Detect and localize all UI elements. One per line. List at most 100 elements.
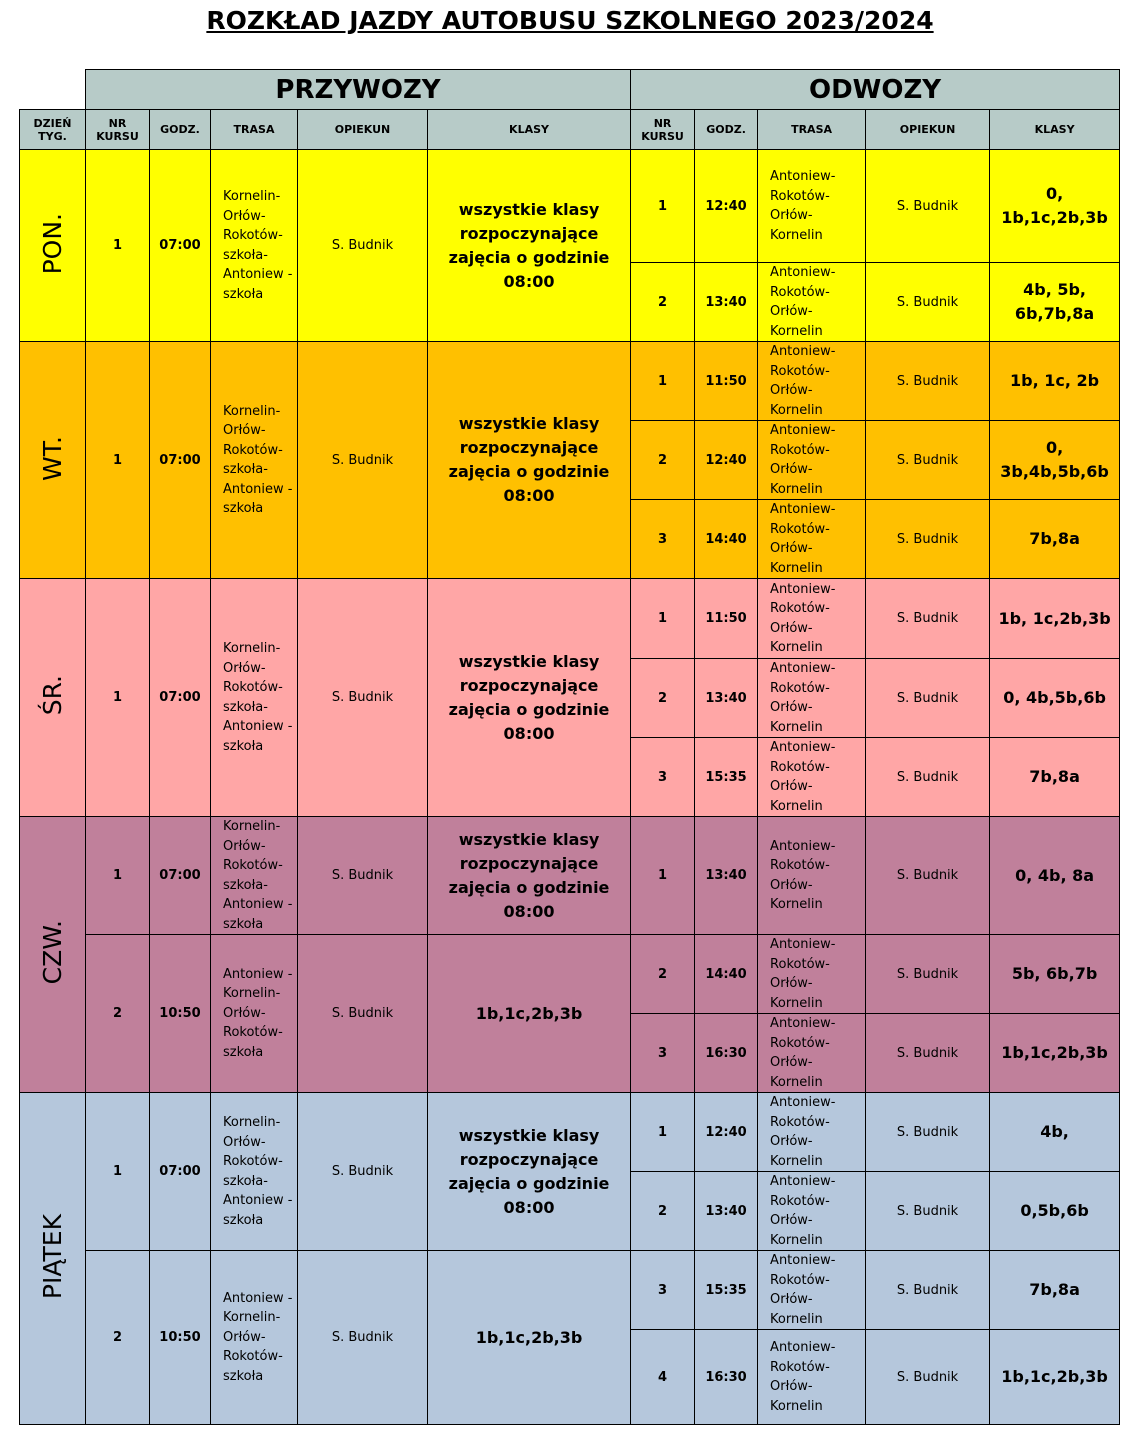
guardian: S. Budnik: [865, 149, 991, 263]
guardian: S. Budnik: [865, 578, 991, 659]
route: Antoniew-Rokotów-Orłów-Kornelin: [757, 658, 867, 738]
schedule-row: CZW. 1 07:00 Kornelin-Orłów-Rokotów-szkoła-…: [19, 816, 1121, 1093]
course-number: 2: [630, 658, 696, 738]
schedule-row: WT. 1 07:00 Kornelin-Orłów-Rokotów-szkoła-A…: [19, 341, 1121, 579]
classes: wszystkie klasy rozpoczynające zajęcia o…: [426, 816, 632, 935]
column-header: NR KURSU: [630, 109, 696, 150]
route: Antoniew-Rokotów-Orłów-Kornelin: [757, 578, 867, 659]
guardian: S. Budnik: [865, 816, 991, 935]
schedule-row: 2 10:50 Antoniew -Kornelin-Orłów-Rokotów-s…: [20, 934, 1121, 1093]
course-number: 1: [85, 341, 150, 579]
route: Kornelin-Orłów-Rokotów-szkoła-Antoniew -…: [210, 816, 298, 935]
classes: wszystkie klasy rozpoczynające zajęcia o…: [426, 578, 632, 817]
classes: 0, 3b,4b,5b,6b: [989, 420, 1121, 500]
classes: 0, 1b,1c,2b,3b: [989, 149, 1121, 263]
guardian: S. Budnik: [865, 934, 991, 1014]
guardian: S. Budnik: [865, 1013, 991, 1093]
route: Antoniew-Rokotów-Orłów-Kornelin: [757, 1329, 867, 1425]
group-row: PRZYWOZY ODWOZY: [20, 69, 1121, 110]
schedule-row: 2 13:40 Antoniew-Rokotów-Orłów-Kornelin S. …: [20, 1171, 1121, 1251]
classes: 1b, 1c,2b,3b: [989, 578, 1121, 659]
guardian: S. Budnik: [865, 1171, 991, 1251]
column-header: GODZ.: [149, 109, 211, 150]
classes: 1b,1c,2b,3b: [989, 1013, 1121, 1093]
time: 07:00: [149, 578, 211, 817]
column-header: NR KURSU: [85, 109, 150, 150]
time: 12:40: [694, 149, 759, 263]
guardian: S. Budnik: [297, 1250, 428, 1425]
course-number: 2: [85, 934, 150, 1093]
empty-cell: [20, 70, 86, 110]
time: 13:40: [694, 658, 759, 738]
day-name: WT.: [38, 435, 67, 481]
schedule-row: 3 14:40 Antoniew-Rokotów-Orłów-Kornelin S. …: [20, 499, 1121, 579]
route: Antoniew-Rokotów-Orłów-Kornelin: [757, 737, 867, 817]
route: Antoniew-Rokotów-Orłów-Kornelin: [757, 262, 867, 342]
route: Antoniew -Kornelin-Orłów-Rokotów-szkoła: [210, 934, 298, 1093]
schedule-table: PRZYWOZY ODWOZY DZIEŃ TYG. NR KURSU GODZ. TRA…: [19, 69, 1121, 1425]
schedule-row: ŚR. 1 07:00 Kornelin-Orłów-Rokotów-szkoła-A…: [19, 578, 1121, 817]
time: 13:40: [694, 1171, 759, 1251]
guardian: S. Budnik: [297, 1092, 428, 1251]
day-cell: WT.: [19, 341, 86, 579]
column-header: KLASY: [426, 109, 632, 150]
day-name: PIĄTEK: [38, 1213, 67, 1300]
route: Antoniew-Rokotów-Orłów-Kornelin: [757, 1171, 867, 1251]
guardian: S. Budnik: [865, 420, 991, 500]
time: 15:35: [694, 1250, 759, 1330]
time: 11:50: [694, 578, 759, 659]
header-row: DZIEŃ TYG. NR KURSU GODZ. TRASA OPIEKUN KLASY…: [19, 109, 1121, 150]
day-name: ŚR.: [38, 675, 67, 716]
classes: 5b, 6b,7b: [989, 934, 1121, 1014]
route: Kornelin-Orłów-Rokotów-szkoła-Antoniew -…: [210, 578, 298, 817]
time: 07:00: [149, 816, 211, 935]
guardian: S. Budnik: [865, 737, 991, 817]
course-number: 1: [630, 578, 696, 659]
course-number: 1: [85, 816, 150, 935]
schedule-row: 2 12:40 Antoniew-Rokotów-Orłów-Kornelin S. …: [20, 420, 1121, 500]
guardian: S. Budnik: [297, 341, 428, 579]
route: Antoniew-Rokotów-Orłów-Kornelin: [757, 499, 867, 579]
time: 07:00: [149, 341, 211, 579]
time: 14:40: [694, 934, 759, 1014]
schedule-row: 4 16:30 Antoniew-Rokotów-Orłów-Kornelin S. …: [20, 1329, 1121, 1425]
classes: 7b,8a: [989, 499, 1121, 579]
day-name: CZW.: [38, 920, 67, 985]
schedule-row: PON. 1 07:00 Kornelin-Orłów-Rokotów-szkoła-…: [19, 149, 1121, 342]
time: 11:50: [694, 341, 759, 421]
guardian: S. Budnik: [865, 341, 991, 421]
time: 13:40: [694, 262, 759, 342]
schedule-row: 3 16:30 Antoniew-Rokotów-Orłów-Kornelin S. …: [20, 1013, 1121, 1093]
schedule-row: 2 13:40 Antoniew-Rokotów-Orłów-Kornelin S. …: [20, 658, 1121, 738]
course-number: 1: [630, 816, 696, 935]
schedule-row: 3 15:35 Antoniew-Rokotów-Orłów-Kornelin S. …: [20, 737, 1121, 817]
classes: 7b,8a: [989, 737, 1121, 817]
course-number: 1: [630, 149, 696, 263]
guardian: S. Budnik: [865, 1250, 991, 1330]
course-number: 2: [630, 1171, 696, 1251]
time: 07:00: [149, 1092, 211, 1251]
classes: 1b,1c,2b,3b: [426, 1250, 632, 1425]
classes: 0, 4b, 8a: [989, 816, 1121, 935]
day-cell: ŚR.: [19, 578, 86, 817]
schedule-row: 2 13:40 Antoniew-Rokotów-Orłów-Kornelin S. …: [20, 262, 1121, 342]
classes: 1b,1c,2b,3b: [426, 934, 632, 1093]
column-header: GODZ.: [694, 109, 759, 150]
classes: 4b, 5b, 6b,7b,8a: [989, 262, 1121, 342]
day-cell: PON.: [19, 149, 86, 342]
route: Kornelin-Orłów-Rokotów-szkoła-Antoniew -…: [210, 149, 298, 342]
route: Antoniew-Rokotów-Orłów-Kornelin: [757, 816, 867, 935]
course-number: 3: [630, 1013, 696, 1093]
route: Antoniew-Rokotów-Orłów-Kornelin: [757, 1013, 867, 1093]
time: 12:40: [694, 1092, 759, 1172]
title: ROZKŁAD JAZDY AUTOBUSU SZKOLNEGO 2023/20…: [206, 6, 934, 35]
classes: wszystkie klasy rozpoczynające zajęcia o…: [426, 341, 632, 579]
course-number: 1: [85, 149, 150, 342]
course-number: 4: [630, 1329, 696, 1425]
course-number: 2: [630, 420, 696, 500]
schedule-row: 2 10:50 Antoniew -Kornelin-Orłów-Rokotów-s…: [20, 1250, 1121, 1425]
guardian: S. Budnik: [865, 499, 991, 579]
classes: 7b,8a: [989, 1250, 1121, 1330]
column-header: TRASA: [210, 109, 298, 150]
